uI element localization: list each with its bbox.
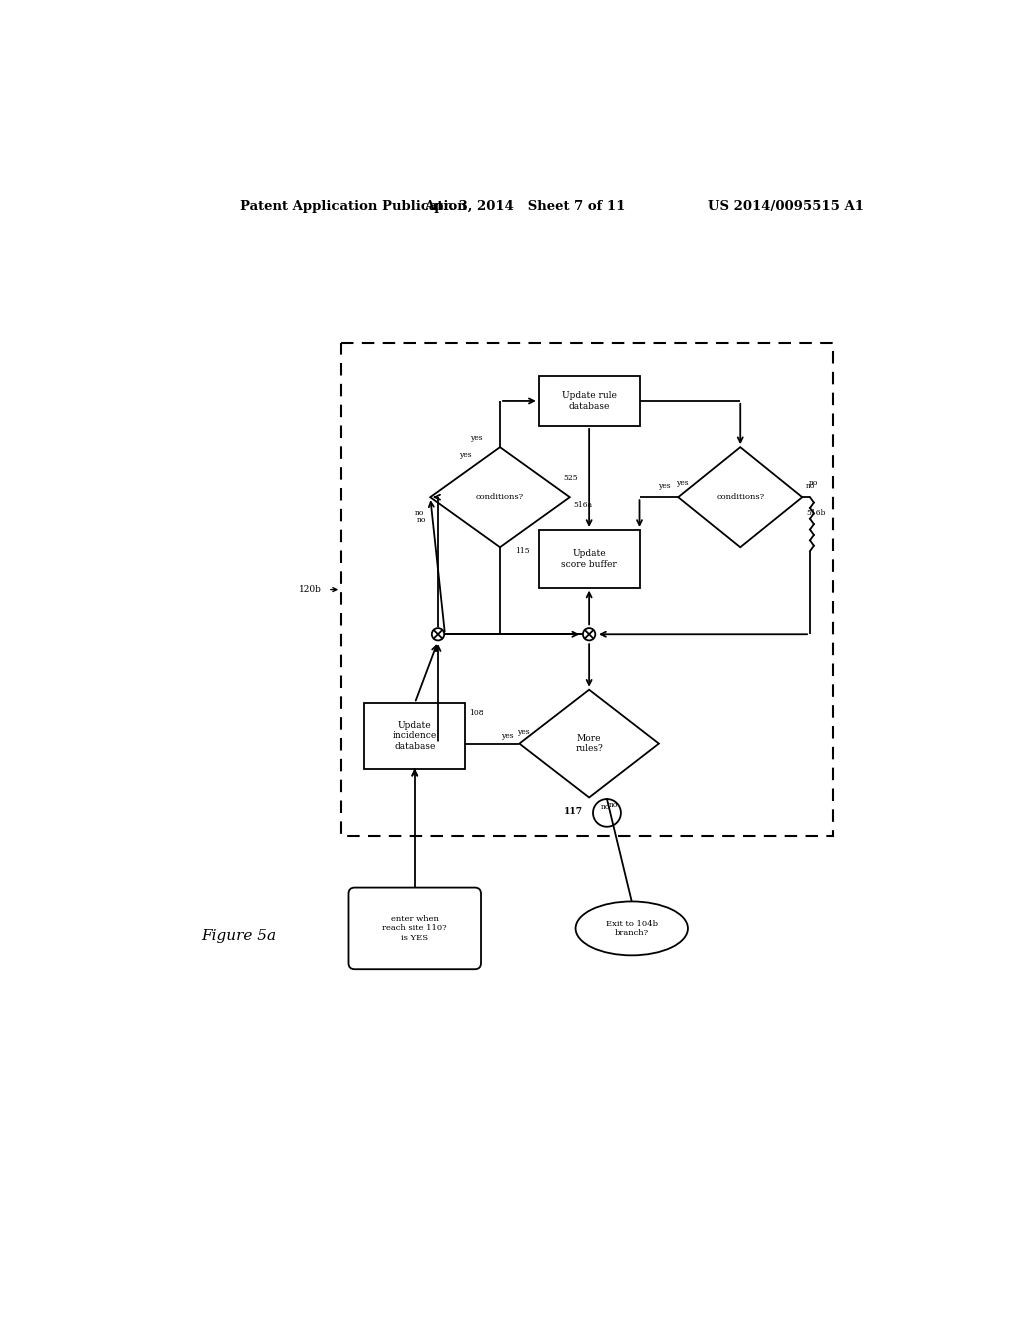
FancyBboxPatch shape xyxy=(348,887,481,969)
Ellipse shape xyxy=(575,902,688,956)
Text: 516a: 516a xyxy=(573,500,593,510)
Text: 525: 525 xyxy=(563,474,578,482)
Text: no: no xyxy=(601,803,610,810)
Text: Update
incidence
database: Update incidence database xyxy=(392,721,437,751)
Text: conditions?: conditions? xyxy=(476,494,524,502)
Text: 120b: 120b xyxy=(299,585,322,594)
Text: Exit to 104b
branch?: Exit to 104b branch? xyxy=(606,920,657,937)
Text: 108: 108 xyxy=(469,709,483,717)
Text: no: no xyxy=(415,508,424,516)
Text: 115: 115 xyxy=(515,546,529,556)
Text: More
rules?: More rules? xyxy=(575,734,603,754)
Text: Patent Application Publication: Patent Application Publication xyxy=(241,199,467,213)
Text: 117: 117 xyxy=(564,807,583,816)
Text: Update rule
database: Update rule database xyxy=(562,391,616,411)
FancyBboxPatch shape xyxy=(539,376,640,426)
Text: no: no xyxy=(809,479,818,487)
FancyBboxPatch shape xyxy=(539,529,640,587)
Text: US 2014/0095515 A1: US 2014/0095515 A1 xyxy=(709,199,864,213)
FancyBboxPatch shape xyxy=(365,704,465,768)
Text: no: no xyxy=(417,516,426,524)
Text: yes: yes xyxy=(501,731,513,741)
Text: yes: yes xyxy=(657,482,671,490)
Text: Apr. 3, 2014   Sheet 7 of 11: Apr. 3, 2014 Sheet 7 of 11 xyxy=(424,199,626,213)
Text: 516b: 516b xyxy=(806,508,825,516)
Text: enter when
reach site 110?
is YES: enter when reach site 110? is YES xyxy=(382,915,447,941)
Text: no: no xyxy=(806,482,815,490)
Text: yes: yes xyxy=(459,451,471,459)
Text: Update
score buffer: Update score buffer xyxy=(561,549,617,569)
Text: yes: yes xyxy=(517,729,529,737)
Text: no: no xyxy=(608,801,617,809)
Text: yes: yes xyxy=(470,434,483,442)
Text: Figure 5a: Figure 5a xyxy=(202,929,276,942)
Text: conditions?: conditions? xyxy=(716,494,764,502)
Text: yes: yes xyxy=(676,479,688,487)
